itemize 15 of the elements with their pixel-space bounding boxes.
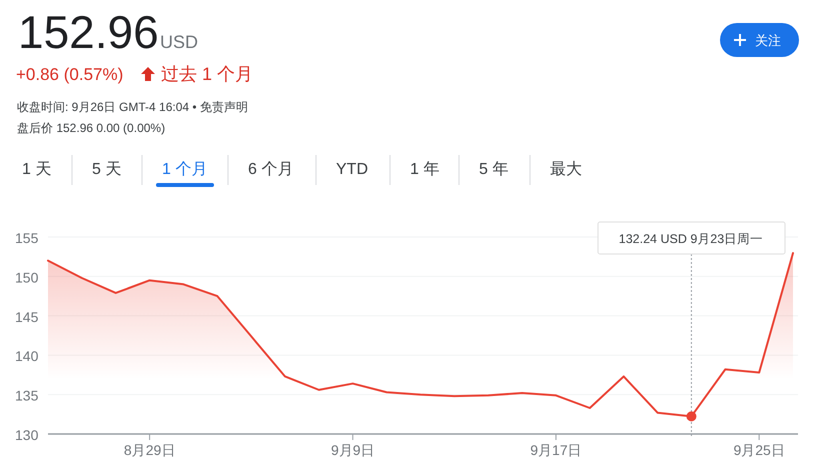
header: 152.96 USD +0.86 (0.57%) 过去 1 个月 收盘时间: 9月26日 GMT-4 16:04 • 免责声明 盘后价 152.96 0.00 (0.00%) 关注 1 天 5 天 1 个月 6 个月 YTD 1 年 5 年 最大 xyxy=(16,6,799,187)
button: 关注 xyxy=(720,23,799,57)
x-tick-label: 9月17日 xyxy=(530,442,582,458)
tooltip: 132.24 USD 9月23日周一 xyxy=(598,222,786,254)
y-tick-label: 145 xyxy=(15,308,39,325)
x-tick-label: 9月25日 xyxy=(733,442,785,458)
y-tick-label: 130 xyxy=(15,427,39,443)
x-tick-label: 8月29日 xyxy=(124,442,176,458)
y-tick-label: 150 xyxy=(15,269,39,286)
y-tick-label: 155 xyxy=(15,230,39,246)
y-tick-label: 140 xyxy=(15,348,39,364)
annotation: 132.24 USD 9月23日周一 xyxy=(618,232,764,246)
x-tick-label: 9月9日 xyxy=(330,442,375,458)
chart-title: 152.96 xyxy=(18,6,159,58)
y-tick-label: 135 xyxy=(15,388,39,404)
